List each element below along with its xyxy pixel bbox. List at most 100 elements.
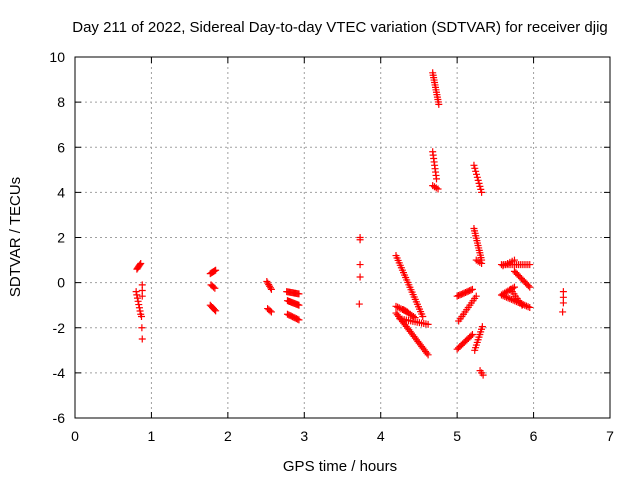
data-point [468, 285, 476, 293]
data-point [295, 316, 303, 324]
data-point [526, 261, 534, 269]
data-point [475, 179, 483, 187]
data-point [294, 315, 302, 323]
data-point [479, 371, 487, 379]
data-point [138, 292, 146, 300]
data-point [138, 324, 146, 332]
data-point [497, 291, 505, 299]
data-point [212, 266, 220, 274]
data-point [467, 332, 475, 340]
data-point [502, 293, 510, 301]
data-point [137, 259, 145, 267]
data-point [468, 331, 476, 339]
data-point [501, 292, 509, 300]
data-point [133, 294, 141, 302]
data-point [507, 295, 515, 303]
data-point [434, 185, 442, 193]
data-point [136, 261, 144, 269]
data-point [510, 256, 518, 264]
x-tick-label: 3 [300, 428, 308, 444]
data-point [476, 182, 484, 190]
chart-title: Day 211 of 2022, Sidereal Day-to-day VTE… [72, 19, 608, 36]
y-tick-label: 8 [57, 94, 65, 110]
data-point [355, 300, 363, 308]
x-tick-label: 7 [606, 428, 614, 444]
data-point [356, 236, 364, 244]
y-tick-label: 0 [57, 275, 65, 291]
data-point [211, 306, 219, 314]
data-point [210, 283, 218, 291]
data-point [424, 351, 432, 359]
x-tick-label: 2 [224, 428, 232, 444]
data-point [559, 299, 567, 307]
data-point [471, 164, 479, 172]
data-point [423, 349, 431, 357]
y-tick-label: 2 [57, 230, 65, 246]
data-point [467, 286, 475, 294]
data-point [435, 100, 443, 108]
data-point [395, 304, 403, 312]
data-point [472, 292, 480, 300]
x-tick-label: 0 [71, 428, 79, 444]
data-point [136, 307, 144, 315]
data-point [559, 308, 567, 316]
data-points [132, 69, 567, 379]
data-point [477, 185, 485, 193]
data-point [424, 320, 432, 328]
data-point [473, 173, 481, 181]
data-point [267, 285, 275, 293]
y-tick-label: 10 [49, 49, 65, 65]
data-point [510, 283, 518, 291]
data-point [478, 188, 486, 196]
data-point [526, 283, 534, 291]
data-point [212, 307, 220, 315]
data-point [356, 261, 364, 269]
data-point [411, 314, 419, 322]
data-point [266, 307, 274, 315]
x-tick-label: 4 [377, 428, 385, 444]
data-point [132, 288, 140, 296]
data-point [504, 294, 512, 302]
data-point [526, 303, 534, 311]
data-point [472, 167, 480, 175]
data-point [473, 170, 481, 178]
x-tick-label: 1 [148, 428, 156, 444]
data-point [267, 308, 275, 316]
x-tick-label: 6 [530, 428, 538, 444]
data-point [356, 273, 364, 281]
y-tick-label: -6 [53, 410, 66, 426]
data-point [522, 302, 530, 310]
data-point [211, 267, 219, 275]
data-point [474, 176, 482, 184]
data-point [499, 292, 507, 300]
data-point [134, 297, 142, 305]
data-point [138, 335, 146, 343]
data-point [524, 303, 532, 311]
data-point [295, 290, 303, 298]
data-point [392, 302, 400, 310]
data-point [409, 312, 417, 320]
y-tick-label: -2 [53, 320, 66, 336]
y-tick-label: 6 [57, 139, 65, 155]
grid-lines [75, 57, 610, 418]
data-point [478, 259, 486, 267]
x-tick-label: 5 [453, 428, 461, 444]
data-point [470, 161, 478, 169]
y-tick-label: 4 [57, 184, 65, 200]
data-point [137, 312, 145, 320]
data-point [478, 323, 486, 331]
data-point [295, 301, 303, 309]
data-point [135, 301, 143, 309]
x-axis-title: GPS time / hours [283, 458, 397, 475]
data-point [433, 175, 441, 183]
axis-ticks: 0 1 2 3 4 5 6 7 -6 -4 -2 0 2 4 6 8 10 [49, 49, 614, 444]
data-point [524, 282, 532, 290]
data-point [506, 295, 514, 303]
data-point [419, 312, 427, 320]
data-point [267, 284, 275, 292]
data-point [211, 284, 219, 292]
data-point [135, 304, 143, 312]
y-axis-title: SDTVAR / TECUs [7, 177, 24, 297]
data-point [394, 303, 402, 311]
